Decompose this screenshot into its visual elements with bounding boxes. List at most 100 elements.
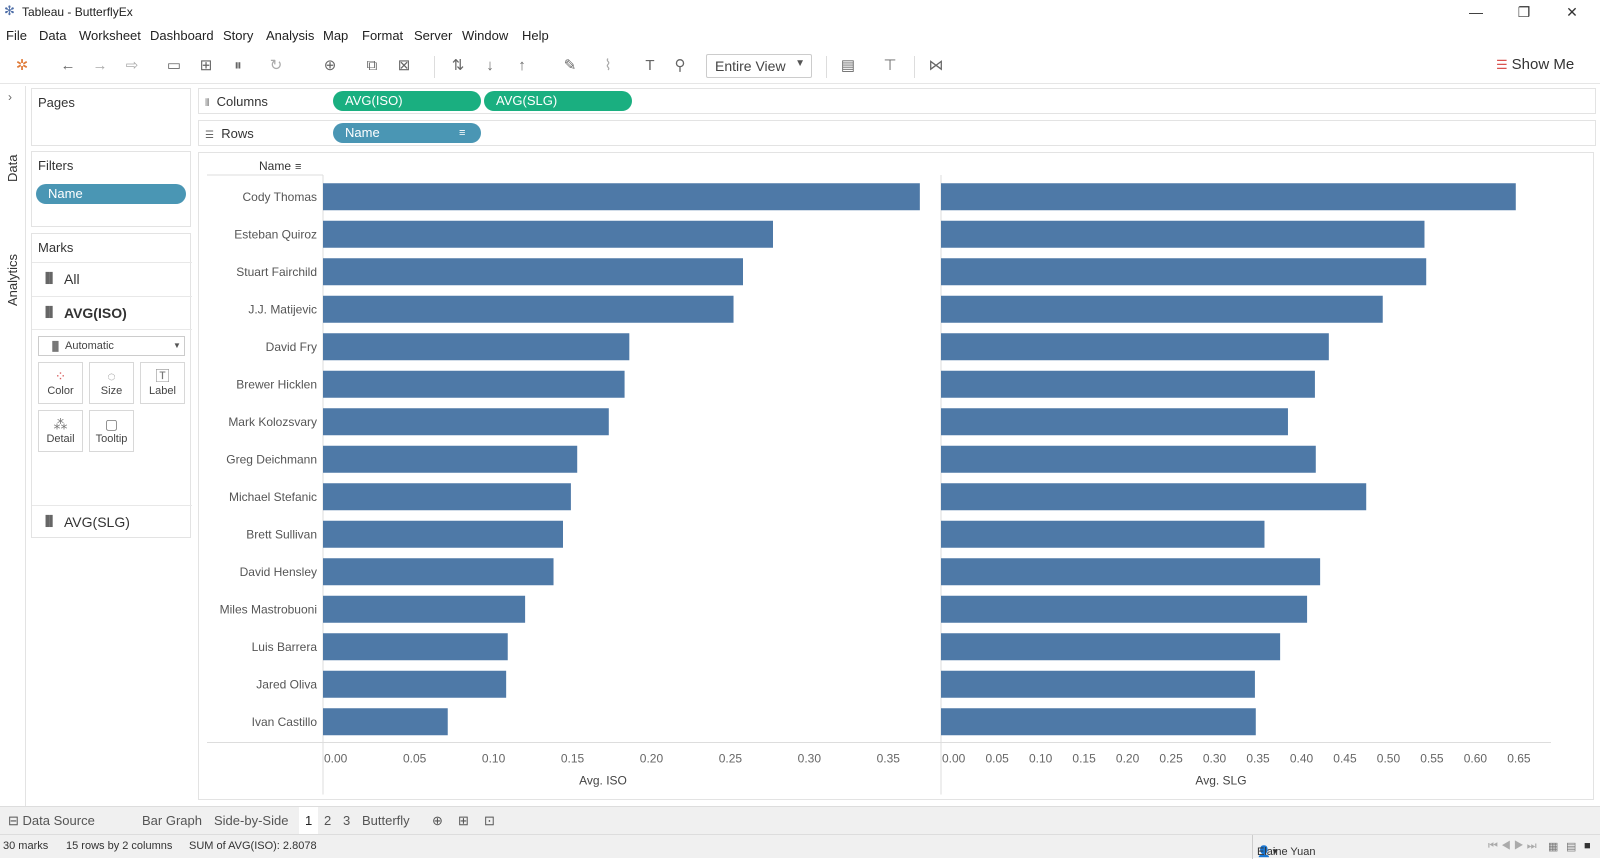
- tab-2[interactable]: 2: [324, 813, 332, 828]
- bar-iso: [323, 445, 578, 473]
- rows-shelf[interactable]: ☰ Rows Name ≡: [198, 120, 1596, 146]
- new-worksheet-tab-icon[interactable]: ⊕: [432, 813, 443, 828]
- user-menu[interactable]: 👤 Elaine Yuan ▼: [1252, 835, 1376, 859]
- restore-button[interactable]: ❐: [1517, 4, 1531, 20]
- grid-view-icon[interactable]: ▦: [1548, 841, 1559, 853]
- color-button[interactable]: ⁘ Color: [38, 362, 83, 404]
- analytics-tab[interactable]: Analytics: [5, 253, 20, 306]
- presentation-mode-icon[interactable]: ⊤: [883, 57, 897, 74]
- clear-sheet-icon[interactable]: ⊠: [397, 57, 411, 74]
- rows-icon: ☰: [205, 130, 214, 141]
- x-tick-label-iso: 0.20: [640, 752, 664, 766]
- sort-ascending-icon[interactable]: ↓: [486, 57, 494, 74]
- undo-icon[interactable]: ←: [60, 57, 76, 74]
- toolbar-divider: [914, 56, 915, 78]
- menu-story[interactable]: Story: [223, 28, 254, 43]
- status-rows: 15 rows by 2 columns: [66, 840, 173, 852]
- show-cards-icon[interactable]: ▤: [840, 57, 856, 74]
- menu-window[interactable]: Window: [462, 28, 509, 43]
- marks-slg-row[interactable]: ▐▌ AVG(SLG): [32, 505, 192, 539]
- row-pill-name[interactable]: Name ≡: [333, 123, 481, 143]
- viz-canvas[interactable]: Name ≡ Cody Thomas Esteban Quiroz Stuart Fai…: [198, 152, 1594, 800]
- column-pill-slg[interactable]: AVG(SLG): [484, 91, 632, 111]
- mark-type-select[interactable]: ▐▌ Automatic ▼: [38, 336, 185, 356]
- swap-icon[interactable]: ⇅: [451, 57, 465, 74]
- group-icon[interactable]: ⌇: [604, 57, 612, 74]
- menu-analysis[interactable]: Analysis: [266, 28, 315, 43]
- filter-pill-name[interactable]: Name: [36, 184, 186, 204]
- tab-butterfly[interactable]: Butterfly: [362, 813, 410, 828]
- tooltip-icon: ▢: [104, 416, 119, 432]
- refresh-icon[interactable]: ↻: [269, 57, 283, 74]
- tab-bar-graph[interactable]: Bar Graph: [142, 813, 202, 828]
- tableau-home-icon[interactable]: ✲: [15, 57, 29, 74]
- pause-updates-icon[interactable]: ⏸: [234, 57, 242, 74]
- bar-slg: [941, 258, 1427, 286]
- highlight-icon[interactable]: ✎: [563, 57, 577, 74]
- data-source-tab[interactable]: ⊟ Data Source: [2, 807, 101, 835]
- save-icon[interactable]: ▭: [166, 57, 182, 74]
- category-label: Jared Oliva: [256, 677, 317, 691]
- x-tick-label-iso: 0.30: [798, 752, 822, 766]
- marks-all-row[interactable]: ▐▌ All: [32, 262, 192, 296]
- bar-iso: [323, 670, 507, 698]
- replay-icon[interactable]: ⇨: [125, 57, 139, 74]
- new-story-tab-icon[interactable]: ⊡: [484, 813, 495, 828]
- x-tick-label-slg: 0.20: [1116, 752, 1140, 766]
- mark-type-value: Automatic: [65, 340, 114, 352]
- x-tick-label-slg: 0.35: [1246, 752, 1270, 766]
- column-pill-iso[interactable]: AVG(ISO): [333, 91, 481, 111]
- filmstrip-view-icon[interactable]: ■: [1584, 840, 1591, 852]
- menu-format[interactable]: Format: [362, 28, 404, 43]
- label-button[interactable]: 🅃 Label: [140, 362, 185, 404]
- columns-shelf[interactable]: ⦀ Columns AVG(ISO) AVG(SLG): [198, 88, 1596, 114]
- minimize-button[interactable]: —: [1469, 4, 1483, 20]
- redo-icon[interactable]: →: [92, 57, 108, 74]
- detail-button-label: Detail: [46, 433, 75, 445]
- share-icon[interactable]: ⋈: [928, 57, 944, 74]
- new-datasource-icon[interactable]: ⊞: [199, 57, 213, 74]
- sheet-tabs-bar: ⊟ Data Source Bar Graph Side-by-Side 1 2…: [0, 806, 1600, 835]
- sort-descending-icon[interactable]: ↑: [518, 57, 526, 74]
- bar-chart-icon: ▐▌: [42, 273, 57, 284]
- detail-button[interactable]: ⁂ Detail: [38, 410, 83, 452]
- new-worksheet-icon[interactable]: ⊕: [323, 57, 337, 74]
- menu-dashboard[interactable]: Dashboard: [150, 28, 214, 43]
- category-label: J.J. Matijevic: [248, 302, 317, 316]
- tab-1[interactable]: 1: [299, 807, 319, 835]
- bar-chart-icon: ▐▌: [42, 307, 57, 318]
- x-tick-label-slg: 0.25: [1159, 752, 1183, 766]
- bar-iso: [323, 183, 920, 211]
- menu-file[interactable]: File: [6, 28, 27, 43]
- menu-help[interactable]: Help: [522, 28, 549, 43]
- fix-axes-icon[interactable]: ⚲: [674, 57, 686, 74]
- page-nav-icon[interactable]: ⏮ ◀ ▶ ⏭: [1488, 840, 1537, 852]
- category-label: Brett Sullivan: [246, 527, 317, 541]
- menu-map[interactable]: Map: [323, 28, 349, 43]
- menu-server[interactable]: Server: [414, 28, 453, 43]
- expand-chevron-icon[interactable]: ›: [8, 90, 12, 104]
- size-button[interactable]: ◌ Size: [89, 362, 134, 404]
- show-labels-icon[interactable]: T: [645, 57, 655, 74]
- tooltip-button[interactable]: ▢ Tooltip: [89, 410, 134, 452]
- filters-card[interactable]: Filters Name: [31, 151, 191, 227]
- new-dashboard-tab-icon[interactable]: ⊞: [458, 813, 469, 828]
- fit-view-select[interactable]: Entire View ▼: [706, 54, 812, 78]
- row-header-name: Name: [259, 159, 291, 173]
- menu-bar: File Data Worksheet Dashboard Story Anal…: [0, 26, 1600, 46]
- bar-slg: [941, 445, 1316, 473]
- pages-card[interactable]: Pages: [31, 88, 191, 146]
- menu-data[interactable]: Data: [39, 28, 67, 43]
- tab-3[interactable]: 3: [343, 813, 351, 828]
- show-me-button[interactable]: ☰ Show Me: [1496, 56, 1574, 73]
- pages-card-title: Pages: [38, 95, 75, 110]
- status-marks: 30 marks: [3, 840, 49, 852]
- marks-iso-row[interactable]: ▐▌ AVG(ISO): [32, 296, 192, 330]
- tab-side-by-side[interactable]: Side-by-Side: [214, 813, 289, 828]
- duplicate-icon[interactable]: ⧉: [366, 57, 378, 74]
- color-button-label: Color: [47, 385, 74, 397]
- list-view-icon[interactable]: ▤: [1566, 841, 1577, 853]
- data-tab[interactable]: Data: [5, 154, 20, 182]
- menu-worksheet[interactable]: Worksheet: [79, 28, 141, 43]
- close-button[interactable]: ✕: [1566, 4, 1578, 20]
